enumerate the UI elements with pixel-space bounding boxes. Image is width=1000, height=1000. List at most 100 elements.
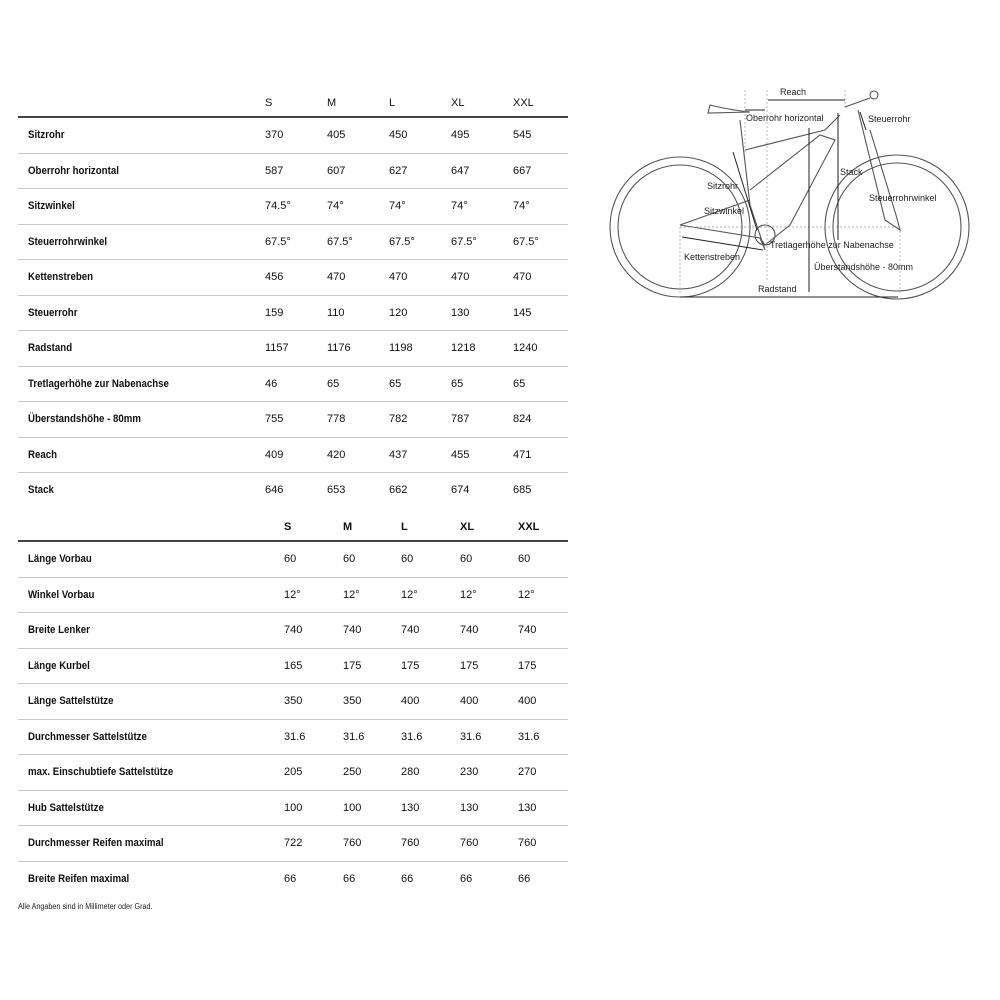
cell-value: 66	[460, 872, 473, 885]
cell-value: 405	[327, 129, 346, 141]
cell-value: 60	[284, 553, 297, 565]
cell-value: 667	[513, 164, 532, 177]
size-header: L	[401, 521, 408, 533]
cell-value: 450	[389, 129, 408, 141]
cell-value: 100	[343, 801, 362, 814]
row-label: Durchmesser Sattelstütze	[28, 730, 147, 743]
cell-value: 67.5°	[327, 235, 353, 248]
cell-value: 130	[401, 801, 420, 814]
cell-value: 250	[343, 766, 362, 778]
cell-value: 60	[401, 553, 414, 565]
cell-value: 370	[265, 129, 284, 141]
cell-value: 165	[284, 659, 303, 672]
footnote: Alle Angaben sind in Millimeter oder Gra…	[18, 902, 153, 911]
cell-value: 1240	[513, 342, 538, 354]
cell-value: 31.6	[401, 730, 423, 743]
row-label: Winkel Vorbau	[28, 588, 95, 601]
cell-value: 67.5°	[513, 235, 539, 248]
cell-value: 740	[284, 624, 303, 636]
table-row: Durchmesser Sattelstütze 31.6 31.6 31.6 31.6…	[18, 720, 568, 755]
cell-value: 205	[284, 766, 303, 778]
table-row: Überstandshöhe - 80mm 755 778 782 787 824	[18, 402, 568, 438]
cell-value: 12°	[401, 588, 418, 601]
cell-value: 400	[401, 695, 420, 707]
cell-value: 587	[265, 164, 284, 177]
cell-value: 674	[451, 484, 470, 496]
cell-value: 270	[518, 766, 537, 778]
cell-value: 778	[327, 413, 346, 425]
row-label: Sitzwinkel	[28, 200, 75, 212]
table-row: Breite Reifen maximal 66 66 66 66 66	[18, 862, 568, 897]
row-label: Länge Kurbel	[28, 659, 90, 672]
cell-value: 653	[327, 484, 346, 496]
label-kettenstreben: Kettenstreben	[684, 252, 740, 262]
cell-value: 175	[401, 659, 420, 672]
table-row: Hub Sattelstütze 100 100 130 130 130	[18, 791, 568, 826]
cell-value: 470	[513, 271, 532, 283]
cell-value: 46	[265, 377, 278, 390]
cell-value: 100	[284, 801, 303, 814]
row-label: Länge Sattelstütze	[28, 695, 114, 707]
size-header: XXL	[518, 521, 540, 533]
cell-value: 31.6	[518, 730, 540, 743]
size-header: L	[389, 97, 396, 109]
row-label: Steuerrohr	[28, 306, 78, 319]
cell-value: 67.5°	[451, 235, 477, 248]
label-sitzrohr: Sitzrohr	[707, 181, 738, 191]
row-label: Durchmesser Reifen maximal	[28, 837, 164, 849]
table-row: Durchmesser Reifen maximal 722 760 760 760 76…	[18, 826, 568, 862]
size-header: M	[327, 97, 337, 109]
cell-value: 65	[327, 377, 340, 390]
bike-geometry-diagram: Reach Oberrohr horizontal Steuerrohr Sta…	[609, 87, 970, 300]
cell-value: 159	[265, 306, 284, 319]
cell-value: 740	[343, 624, 362, 636]
cell-value: 280	[401, 766, 420, 778]
cell-value: 760	[343, 837, 362, 849]
cell-value: 782	[389, 413, 408, 425]
cell-value: 175	[343, 659, 362, 672]
table-row: Oberrohr horizontal 587 607 627 647 667	[18, 154, 568, 189]
cell-value: 74°	[513, 200, 530, 212]
label-radstand: Radstand	[758, 284, 797, 294]
cell-value: 627	[389, 164, 408, 177]
label-reach: Reach	[780, 87, 806, 97]
label-oberrohr: Oberrohr horizontal	[746, 113, 824, 123]
table-row: Steuerrohr 159 110 120 130 145	[18, 296, 568, 331]
cell-value: 66	[401, 872, 414, 885]
cell-value: 65	[451, 377, 464, 390]
cell-value: 456	[265, 271, 284, 283]
cell-value: 74°	[327, 200, 344, 212]
row-label: Reach	[28, 448, 58, 461]
cell-value: 400	[518, 695, 537, 707]
table-row: Länge Kurbel 165 175 175 175 175	[18, 649, 568, 684]
cell-value: 175	[460, 659, 479, 672]
row-label: Stack	[28, 484, 54, 496]
table-row: Tretlagerhöhe zur Nabenachse 46 65 65 65 65	[18, 367, 568, 402]
cell-value: 470	[451, 271, 470, 283]
cell-value: 755	[265, 413, 284, 425]
cell-value: 420	[327, 448, 346, 461]
cell-value: 470	[327, 271, 346, 283]
row-label: Breite Lenker	[28, 624, 90, 636]
table-row: Radstand 1157 1176 1198 1218 1240	[18, 331, 568, 367]
row-label: Tretlagerhöhe zur Nabenachse	[28, 377, 169, 390]
size-header: S	[265, 97, 273, 109]
cell-value: 1157	[265, 342, 289, 354]
cell-value: 31.6	[343, 730, 365, 743]
size-header: XXL	[513, 97, 534, 109]
size-header: XL	[451, 97, 465, 109]
cell-value: 400	[460, 695, 479, 707]
cell-value: 1198	[389, 342, 413, 354]
cell-value: 60	[343, 553, 356, 565]
cell-value: 130	[460, 801, 479, 814]
cell-value: 455	[451, 448, 470, 461]
cell-value: 67.5°	[389, 235, 415, 248]
cell-value: 350	[343, 695, 362, 707]
cell-value: 647	[451, 164, 470, 177]
row-label: Überstandshöhe - 80mm	[28, 413, 141, 425]
cell-value: 787	[451, 413, 470, 425]
cell-value: 74°	[389, 200, 406, 212]
cell-value: 130	[518, 801, 537, 814]
row-label: Oberrohr horizontal	[28, 164, 119, 177]
cell-value: 760	[460, 837, 479, 849]
